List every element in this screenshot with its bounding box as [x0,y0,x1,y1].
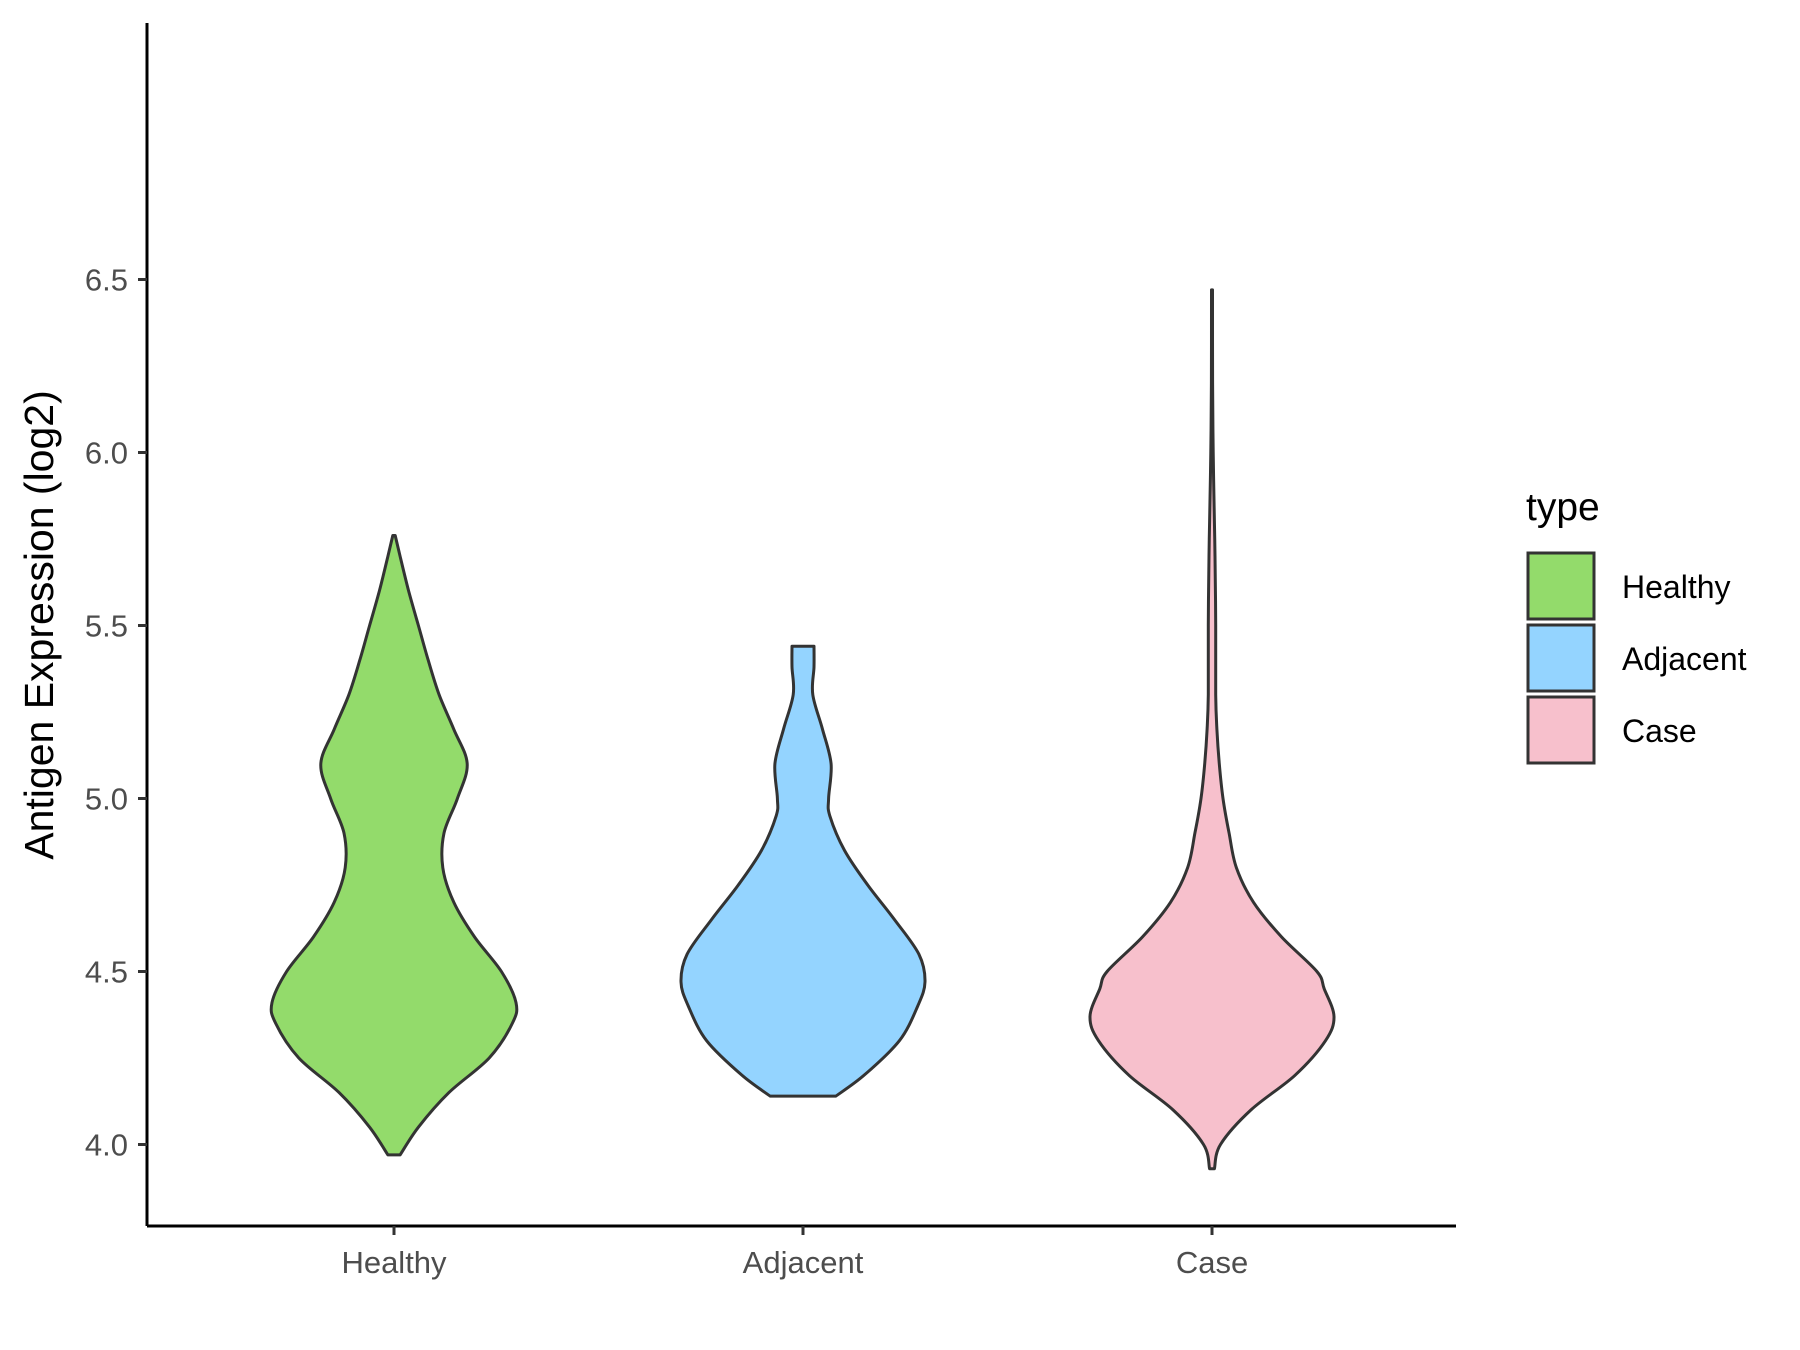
y-tick-label: 5.0 [85,782,128,817]
violin-adjacent [679,644,927,1098]
y-tick-label: 4.0 [85,1128,128,1163]
legend-swatch-adjacent [1526,623,1596,693]
y-tick-label: 6.5 [85,263,128,298]
y-tick-label: 4.5 [85,955,128,990]
violin-group [269,288,1336,1171]
legend-swatch-healthy [1526,551,1596,621]
legend-swatch-case [1526,695,1596,765]
y-tick-label: 6.0 [85,436,128,471]
legend-label-adjacent: Adjacent [1622,641,1747,677]
y-ticks: 4.0 4.5 5.0 5.5 6.0 6.5 [85,263,147,1163]
violin-case [1088,288,1336,1171]
legend-title: type [1526,486,1600,529]
y-tick-label: 5.5 [85,609,128,644]
y-axis-title: Antigen Expression (log2) [16,390,62,859]
x-tick-label: Case [1176,1245,1248,1280]
x-tick-label: Healthy [341,1245,447,1280]
x-ticks: Healthy Adjacent Case [341,1226,1248,1280]
legend-label-healthy: Healthy [1622,569,1731,605]
violin-healthy [269,534,519,1157]
x-tick-label: Adjacent [743,1245,864,1280]
legend: type Healthy Adjacent Case [1526,486,1747,765]
legend-label-case: Case [1622,713,1697,749]
